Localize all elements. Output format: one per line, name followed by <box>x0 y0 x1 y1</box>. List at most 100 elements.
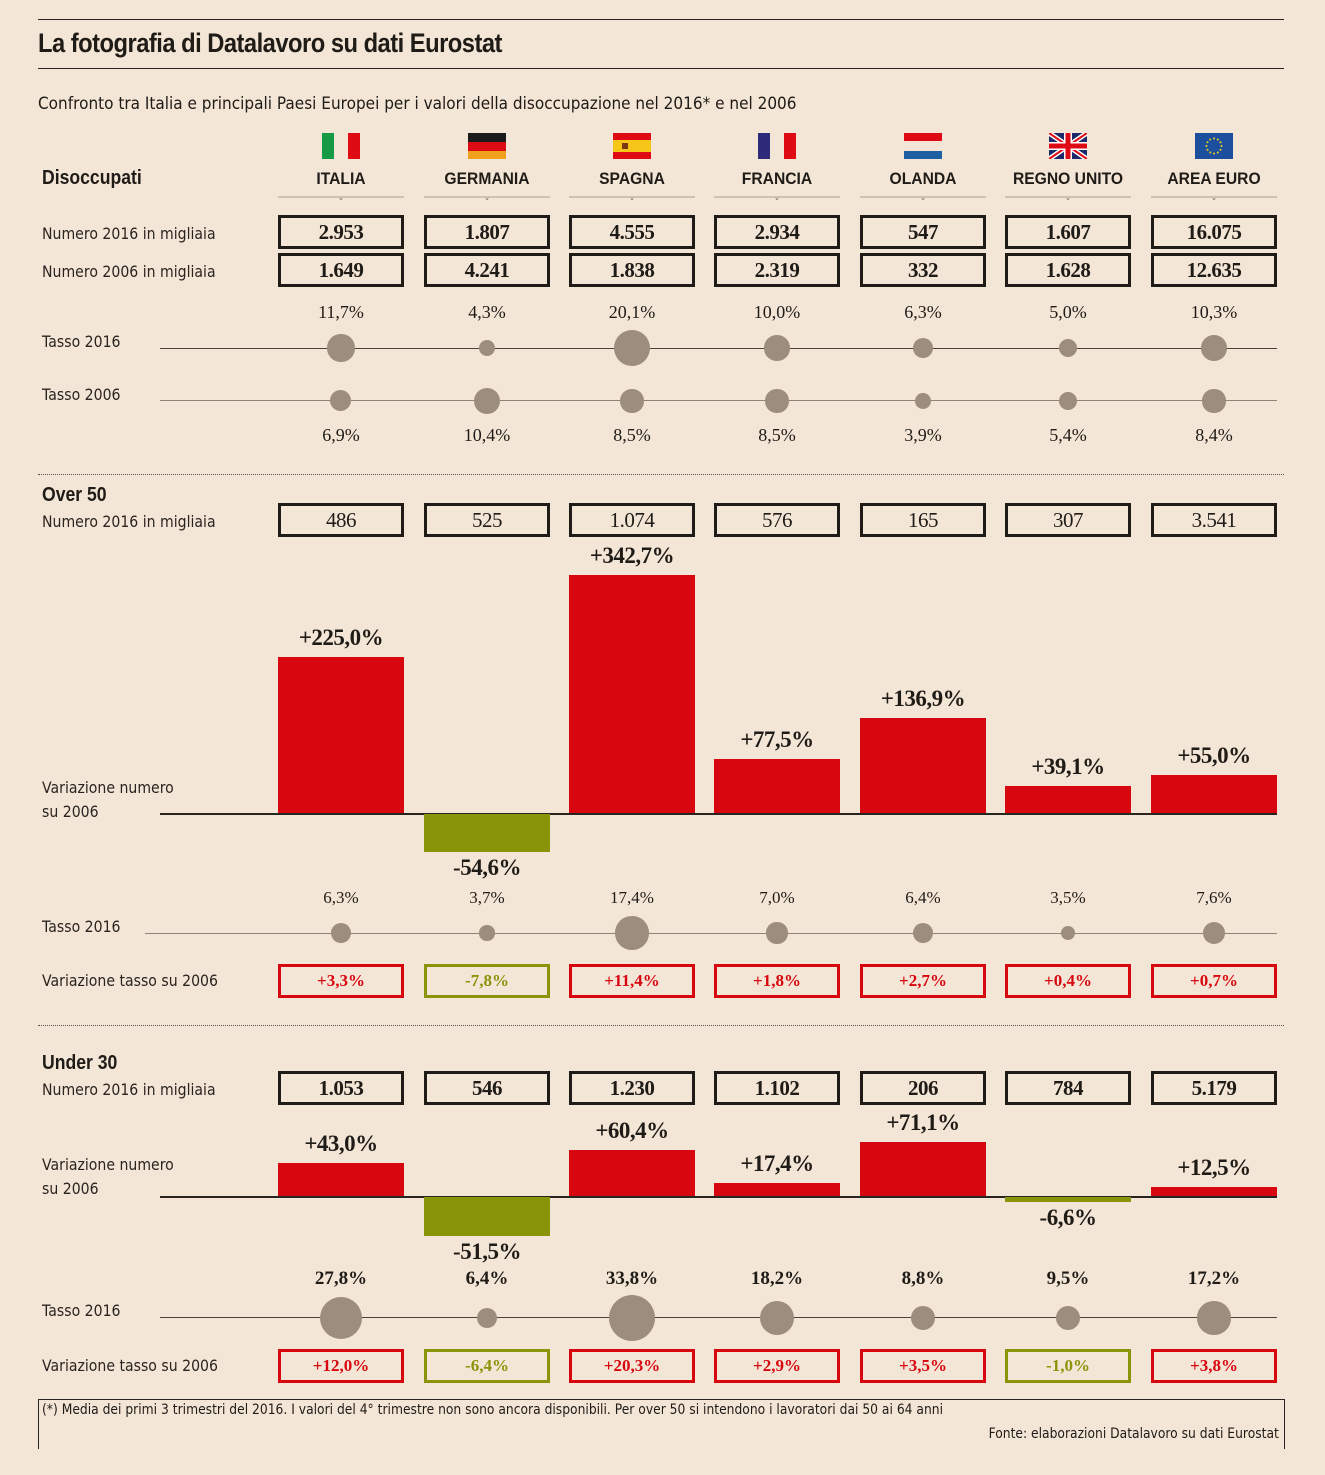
over50-tasso2016-dot <box>1202 921 1226 945</box>
over50-bar-label: +136,9% <box>880 685 966 711</box>
title-rule <box>38 68 1284 69</box>
over50-bar <box>860 717 986 813</box>
france-flag-icon <box>758 133 796 159</box>
under30-tasso2016-label: 9,5% <box>1046 1268 1090 1289</box>
under30-bar-label: +71,1% <box>886 1109 960 1135</box>
value-box-under30-num2016: 1.102 <box>714 1071 840 1105</box>
eu-flag-icon <box>1195 133 1233 159</box>
under30-tasso2016-dot <box>319 1296 363 1340</box>
column-header-spagna: SPAGNA <box>599 169 665 188</box>
value-box-over50-num2016: 3.541 <box>1151 503 1277 537</box>
under30-tasso-axis-line <box>160 1317 1277 1318</box>
over50-tasso2016-label: 7,6% <box>1196 888 1232 907</box>
chevron-down-icon: ⌄ <box>337 193 345 202</box>
over50-tasso2016-label: 6,4% <box>905 888 941 907</box>
value-box-over50-num2016: 1.074 <box>569 503 695 537</box>
tasso2016-dot <box>1059 339 1077 357</box>
under30-tasso2016-label: 6,4% <box>465 1268 509 1289</box>
source-credit: Fonte: elaborazioni Datalavoro su dati E… <box>988 1426 1279 1442</box>
value-box-num2006: 4.241 <box>424 253 550 287</box>
over50-bar-label: +55,0% <box>1177 742 1251 768</box>
row-label-tasso2006: Tasso 2006 <box>42 385 121 404</box>
tasso2006-label: 6,9% <box>322 425 360 445</box>
over50-tasso2016-label: 3,5% <box>1050 888 1086 907</box>
chevron-down-icon: ⌄ <box>773 193 781 202</box>
tasso2006-label: 8,4% <box>1195 425 1233 445</box>
footnote: (*) Media dei primi 3 trimestri del 2016… <box>42 1402 943 1418</box>
under30-bar <box>278 1163 404 1196</box>
over50-tasso2016-label: 3,7% <box>469 888 505 907</box>
netherlands-flag-icon <box>904 133 942 159</box>
under30-tasso2016-dot <box>476 1307 498 1329</box>
under30-tasso2016-dot <box>1197 1301 1231 1335</box>
column-header-italia: ITALIA <box>316 169 366 188</box>
value-box-over50-num2016: 307 <box>1005 503 1131 537</box>
over50-tasso2016-dot <box>330 922 352 944</box>
chevron-down-icon: ⌄ <box>483 193 491 202</box>
tasso2006-dot <box>1202 389 1226 413</box>
value-box-num2016: 2.934 <box>714 215 840 249</box>
over50-var-tasso-box: +0,4% <box>1005 964 1131 998</box>
row-label-over50-tasso2016: Tasso 2016 <box>42 917 121 936</box>
column-header-underline <box>1005 196 1131 198</box>
section-heading-disoccupati: Disoccupati <box>42 167 142 189</box>
column-header-underline <box>1151 196 1277 198</box>
under30-tasso2016-label: 17,2% <box>1187 1268 1241 1289</box>
tasso2016-label: 20,1% <box>608 302 656 322</box>
column-header-olanda: OLANDA <box>889 169 957 188</box>
value-box-num2006: 1.649 <box>278 253 404 287</box>
value-box-num2016: 1.807 <box>424 215 550 249</box>
tasso2006-dot <box>620 389 644 413</box>
spain-flag-icon <box>613 133 651 159</box>
over50-tasso2016-label: 6,3% <box>323 888 359 907</box>
value-box-over50-num2016: 525 <box>424 503 550 537</box>
under30-bar-label: -51,5% <box>453 1239 521 1265</box>
over50-bar <box>424 814 550 852</box>
column-header-underline <box>278 196 404 198</box>
chevron-down-icon: ⌄ <box>919 193 927 202</box>
under30-bar-baseline <box>160 1196 1277 1198</box>
tasso2006-dot <box>330 390 352 412</box>
row-label-num2006: Numero 2006 in migliaia <box>42 262 216 281</box>
over50-bar-label: +77,5% <box>740 727 814 753</box>
column-header-underline <box>569 196 695 198</box>
column-header-underline <box>424 196 550 198</box>
column-header-underline <box>860 196 986 198</box>
tasso2016-dot <box>614 330 650 366</box>
over50-bar <box>569 575 695 813</box>
value-box-num2016: 16.075 <box>1151 215 1277 249</box>
row-label-over50-var-tasso: Variazione tasso su 2006 <box>42 971 218 990</box>
under30-bar-label: +12,5% <box>1177 1154 1251 1180</box>
column-header-germania: GERMANIA <box>444 169 530 188</box>
tasso2016-label: 10,3% <box>1190 302 1238 322</box>
over50-bar <box>278 656 404 813</box>
over50-var-tasso-box: +3,3% <box>278 964 404 998</box>
row-label-under30-tasso2016: Tasso 2016 <box>42 1301 121 1320</box>
row-label-under30-num2016: Numero 2016 in migliaia <box>42 1080 216 1099</box>
under30-bar <box>1005 1197 1131 1203</box>
top-rule <box>38 19 1284 20</box>
under30-tasso2016-dot <box>911 1306 935 1330</box>
over50-var-tasso-box: +0,7% <box>1151 964 1277 998</box>
column-header-regno-unito: REGNO UNITO <box>1012 169 1124 188</box>
tasso2016-dot <box>1201 335 1227 361</box>
chevron-down-icon: ⌄ <box>1064 193 1072 202</box>
value-box-over50-num2016: 165 <box>860 503 986 537</box>
over50-bar-label: +342,7% <box>589 543 675 569</box>
under30-var-tasso-box: -1,0% <box>1005 1349 1131 1383</box>
under30-bar <box>860 1141 986 1196</box>
row-label-over50-variazione-2: su 2006 <box>42 802 99 821</box>
tasso2016-label: 11,7% <box>318 302 364 322</box>
over50-bar-label: -54,6% <box>453 854 521 880</box>
over50-tasso-axis-line <box>145 933 1277 934</box>
page-title: La fotografia di Datalavoro su dati Euro… <box>38 28 502 58</box>
under30-tasso2016-label: 8,8% <box>901 1268 945 1289</box>
under30-var-tasso-box: +20,3% <box>569 1349 695 1383</box>
row-label-under30-var-tasso: Variazione tasso su 2006 <box>42 1356 218 1375</box>
value-box-num2006: 1.838 <box>569 253 695 287</box>
tasso2006-axis-line <box>160 400 1277 401</box>
over50-tasso2016-dot <box>479 925 495 941</box>
tasso2006-dot <box>474 388 500 414</box>
row-label-tasso2016: Tasso 2016 <box>42 332 121 351</box>
over50-bar <box>1005 785 1131 813</box>
